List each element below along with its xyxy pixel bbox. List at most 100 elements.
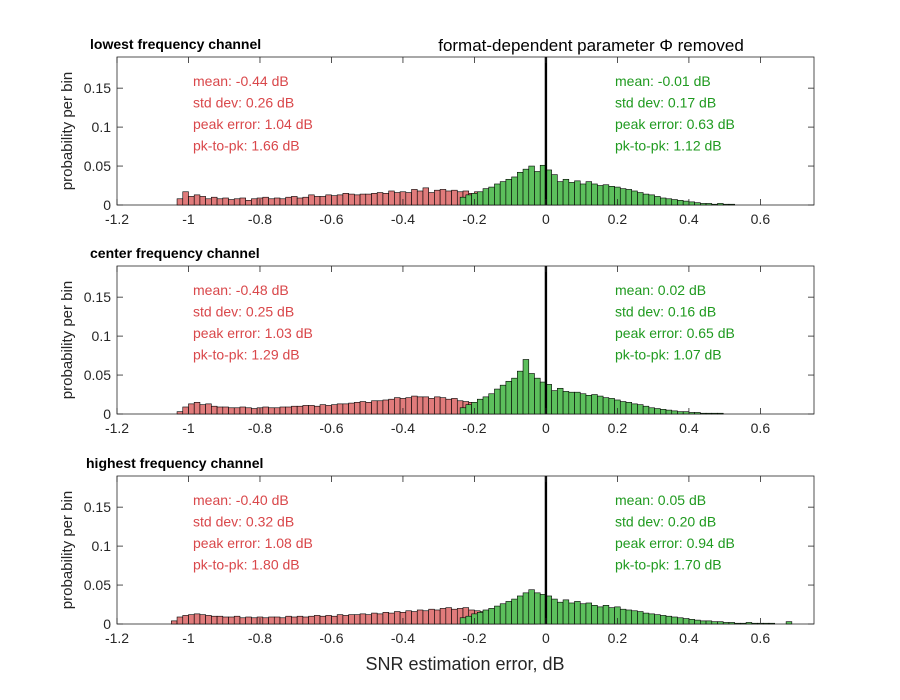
histogram-bar (239, 617, 246, 625)
histogram-bar (233, 615, 241, 625)
histogram-bar (665, 615, 673, 625)
histogram-bar (193, 194, 201, 206)
histogram-bar (291, 196, 298, 206)
y-tick-label: 0 (103, 406, 111, 422)
histogram-bar (416, 396, 424, 415)
histogram-bar (211, 405, 218, 415)
histogram-bar (296, 197, 304, 206)
histogram-bar (268, 407, 275, 415)
histogram-bar (505, 380, 512, 415)
histogram-bar (268, 616, 275, 625)
histogram-bar (451, 608, 458, 625)
x-tick-label: -1.2 (105, 630, 129, 646)
histogram-bar (602, 397, 610, 415)
panel-title: lowest frequency channel (90, 36, 261, 52)
histogram-bar (459, 617, 467, 625)
histogram-bar (465, 194, 472, 206)
histogram-bar (694, 412, 701, 415)
histogram-bar (291, 616, 298, 625)
histogram-bar (648, 613, 655, 625)
stat-green-line: mean: 0.05 dB (615, 492, 706, 508)
histogram-bar (319, 615, 327, 625)
histogram-bar (405, 397, 412, 415)
histogram-bar (434, 609, 441, 625)
histogram-bar (199, 404, 206, 415)
histogram-bar (499, 181, 507, 206)
x-tick-label: -1.2 (105, 420, 129, 436)
histogram-bar (665, 198, 673, 206)
x-tick-label: 0.2 (608, 630, 628, 646)
x-tick-label: 0.6 (751, 211, 771, 227)
histogram-bar (182, 191, 189, 206)
histogram-bar (591, 394, 598, 415)
histogram-bar (608, 607, 615, 625)
histogram-bar (659, 615, 667, 625)
histogram-bar (325, 194, 332, 206)
histogram-bar (522, 592, 530, 625)
histogram-bar (751, 622, 758, 625)
histogram-bar (405, 192, 412, 206)
panel-title: highest frequency channel (86, 455, 263, 471)
histogram-bar (268, 198, 275, 206)
histogram-bar (722, 622, 730, 625)
stat-green-line: std dev: 0.17 dB (615, 95, 716, 111)
histogram-bar (694, 619, 701, 625)
histogram-bar (313, 405, 321, 415)
histogram-bar (176, 198, 184, 206)
histogram-bar (625, 609, 633, 625)
histogram-bar (665, 409, 673, 415)
y-tick-label: 0.05 (84, 367, 111, 383)
histogram-bar (597, 185, 604, 206)
x-tick-label: -1 (182, 630, 195, 646)
histogram-bar (642, 193, 650, 206)
histogram-bar (262, 196, 269, 206)
histogram-bar (239, 406, 246, 415)
histogram-bar (482, 609, 490, 625)
histogram-bar (279, 406, 287, 415)
axes-box (116, 56, 815, 206)
histogram-bar (205, 198, 212, 206)
histogram-bar (296, 615, 304, 625)
histogram-bar (348, 402, 355, 415)
histogram-bar (405, 610, 412, 625)
y-tick-label: 0.15 (84, 80, 111, 96)
histogram-bar (534, 377, 541, 415)
histogram-bar (428, 192, 435, 206)
histogram-bar (228, 616, 235, 625)
x-tick-label: -0.8 (248, 420, 272, 436)
histogram-bar (291, 405, 298, 415)
histogram-bar (313, 615, 321, 625)
histogram-bar (182, 615, 189, 625)
stat-red-line: pk-to-pk: 1.80 dB (193, 557, 300, 573)
y-tick-label: 0.1 (92, 119, 112, 135)
histogram-bar (325, 405, 332, 415)
histogram-bar (331, 615, 338, 625)
histogram-bar (376, 613, 384, 625)
histogram-bar (336, 194, 344, 206)
histogram-bar (517, 171, 524, 206)
histogram-bar (637, 611, 644, 625)
histogram-bar (193, 402, 201, 415)
histogram-bar (528, 589, 535, 625)
histogram-bar (642, 612, 650, 625)
histogram-bar (528, 373, 535, 415)
axes-box (116, 475, 815, 625)
histogram-bar (348, 614, 355, 625)
histogram-bar (579, 183, 587, 206)
histogram-bar (336, 614, 344, 625)
histogram-bar (285, 406, 292, 415)
histogram-bar (476, 191, 484, 206)
histogram-bar (319, 196, 327, 206)
histogram-bar (394, 192, 401, 206)
histogram-bar (279, 617, 287, 625)
x-tick-label: 0.4 (679, 630, 699, 646)
histogram-bar (608, 398, 615, 415)
histogram-bar (228, 199, 235, 206)
histogram-bar (439, 397, 447, 415)
stat-red-line: std dev: 0.26 dB (193, 95, 294, 111)
histogram-bar (445, 190, 452, 206)
stat-red-line: std dev: 0.25 dB (193, 304, 294, 320)
histogram-bar (499, 603, 507, 625)
histogram-bar (700, 412, 707, 415)
stat-red-line: peak error: 1.08 dB (193, 535, 313, 551)
